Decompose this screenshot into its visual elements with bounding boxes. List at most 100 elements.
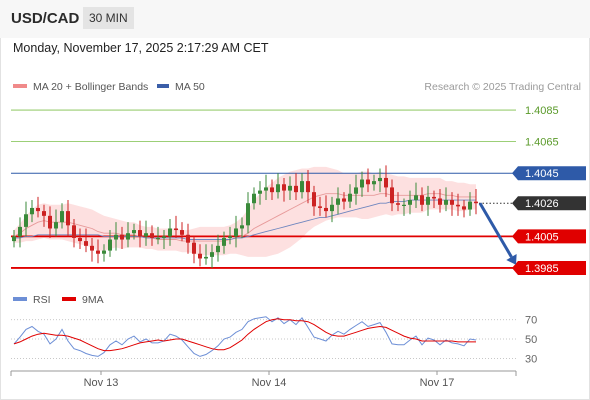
candle-body xyxy=(138,230,142,237)
candle-body xyxy=(294,185,298,193)
candle-body xyxy=(156,237,160,240)
candle-body xyxy=(366,179,370,185)
time-tick-label: Nov 17 xyxy=(420,377,455,389)
candle-body xyxy=(432,196,436,199)
candle-body xyxy=(330,204,334,212)
candle-body xyxy=(354,187,358,194)
candle-body xyxy=(132,230,136,234)
candle-body xyxy=(450,200,454,205)
rsi-tick-70: 70 xyxy=(525,315,537,327)
candle-body xyxy=(210,252,214,257)
candle-body xyxy=(396,203,400,205)
legend-label-rsi: RSI xyxy=(33,294,51,306)
candle-body xyxy=(390,187,394,204)
candle-body xyxy=(414,195,418,201)
rsi-tick-30: 30 xyxy=(525,353,537,365)
credit-text: Research © 2025 Trading Central xyxy=(424,81,581,93)
rsi-tick-50: 50 xyxy=(525,334,537,346)
bollinger-band xyxy=(14,166,476,257)
last-price-tag xyxy=(512,196,586,211)
candle-body xyxy=(456,204,460,207)
candle-body xyxy=(204,256,208,259)
candle-body xyxy=(12,236,16,242)
candle-body xyxy=(66,211,70,226)
candle-body xyxy=(126,233,130,240)
legend-label-9ma: 9MA xyxy=(82,294,104,306)
level-label-1.4065: 1.4065 xyxy=(525,137,559,149)
candle-body xyxy=(288,185,292,191)
rsi-legend: RSI 9MA xyxy=(13,294,104,306)
legend-swatch-rsi xyxy=(13,297,27,301)
candle-body xyxy=(246,203,250,226)
candle-body xyxy=(78,237,82,242)
candle-body xyxy=(384,177,388,188)
legend-label-ma20: MA 20 + Bollinger Bands xyxy=(33,81,148,93)
candle-body xyxy=(222,237,226,246)
candle-body xyxy=(306,181,310,193)
candle-body xyxy=(324,207,328,212)
ma20-line xyxy=(13,193,476,242)
rsi-series-rsi xyxy=(13,316,477,357)
candle-body xyxy=(240,225,244,229)
candle-body xyxy=(276,184,280,193)
candle-body xyxy=(228,236,232,238)
level-label-1.4085: 1.4085 xyxy=(525,105,559,117)
candle-body xyxy=(96,250,100,254)
price-legend: MA 20 + Bollinger Bands MA 50 xyxy=(13,81,205,93)
candle-body xyxy=(372,181,376,185)
candle-body xyxy=(270,187,274,193)
legend-swatch-ma50 xyxy=(157,84,169,88)
candle-body xyxy=(84,241,88,246)
candle-body xyxy=(24,214,28,227)
time-axis: Nov 13 Nov 14 Nov 17 xyxy=(10,370,517,389)
last-price-label: 1.4026 xyxy=(525,198,559,210)
candle-body xyxy=(474,201,478,204)
legend-label-ma50: MA 50 xyxy=(175,81,205,93)
candle-body xyxy=(300,181,304,193)
forecast-arrow-head xyxy=(506,253,517,265)
candle-body xyxy=(60,211,64,223)
candle-body xyxy=(252,193,256,204)
timeframe-badge[interactable]: 30 MIN xyxy=(83,7,134,29)
candle-body xyxy=(360,179,364,188)
candle-body xyxy=(54,222,58,229)
rsi-series-9ma xyxy=(13,318,476,352)
candle-body xyxy=(168,228,172,237)
level-label-1.3985: 1.3985 xyxy=(525,263,559,275)
candle-body xyxy=(336,198,340,205)
candle-body xyxy=(150,233,154,238)
level-tag-1.3985 xyxy=(512,260,586,275)
forecast-arrow-shaft xyxy=(478,202,513,258)
candle-body xyxy=(162,236,166,238)
candle-body xyxy=(90,245,94,251)
candle-body xyxy=(408,200,412,205)
candle-body xyxy=(234,228,238,237)
candle-body xyxy=(36,207,40,212)
rsi-panel: 70 50 30 xyxy=(11,315,537,365)
candle-body xyxy=(42,211,46,216)
candle-body xyxy=(198,253,202,259)
time-tick-label: Nov 13 xyxy=(84,377,119,389)
candle-body xyxy=(48,215,52,229)
candle-body xyxy=(102,250,106,254)
candle-body xyxy=(264,187,268,191)
candle-body xyxy=(468,201,472,210)
ma50-line xyxy=(14,199,476,240)
candle-body xyxy=(342,198,346,202)
candle-body xyxy=(144,233,148,237)
time-tick-label: Nov 14 xyxy=(252,377,287,389)
candle-body xyxy=(420,195,424,205)
candle-body xyxy=(462,206,466,210)
level-tag-1.4045 xyxy=(512,166,586,181)
candle-body xyxy=(216,245,220,253)
candle-body xyxy=(192,242,196,254)
candle-body xyxy=(180,230,184,235)
candle-body xyxy=(318,206,322,208)
candle-body xyxy=(174,228,178,231)
chart-header: USD/CAD 30 MIN xyxy=(0,0,590,38)
symbol-title: USD/CAD xyxy=(11,10,80,27)
candle-body xyxy=(72,225,76,238)
candle-body xyxy=(120,234,124,240)
candle-body xyxy=(426,196,430,205)
candle-body xyxy=(30,207,34,215)
